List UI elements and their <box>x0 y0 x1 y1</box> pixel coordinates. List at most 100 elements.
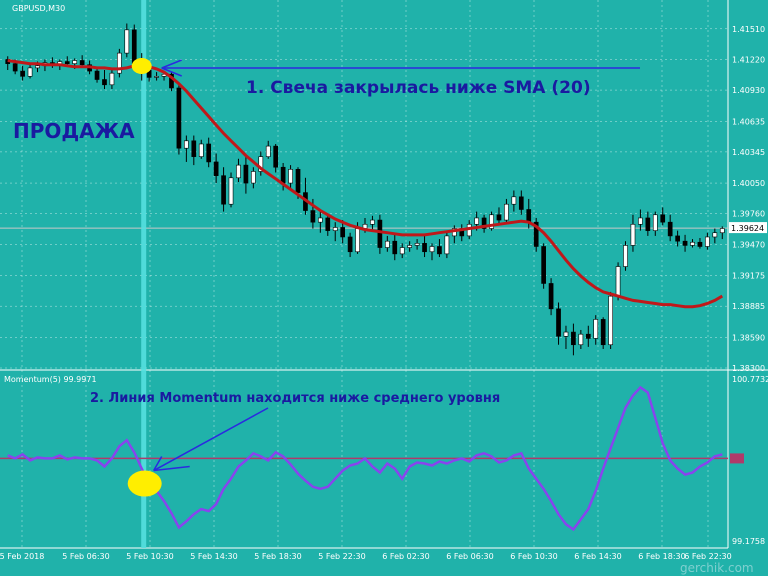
bullish-candle-body <box>623 245 628 267</box>
candle <box>556 302 561 345</box>
bearish-candle-body <box>667 221 673 237</box>
time-tick-label: 5 Feb 14:30 <box>190 552 237 561</box>
candle <box>117 48 122 78</box>
candle <box>518 190 524 215</box>
bearish-candle-body <box>682 240 688 246</box>
price-tick-label: 1.40635 <box>732 117 765 126</box>
candle <box>645 211 651 236</box>
candle <box>563 325 569 349</box>
candle <box>705 232 710 250</box>
bullish-candle-body <box>578 333 584 346</box>
symbol-label: GBPUSD,M30 <box>12 4 65 13</box>
bearish-candle-body <box>310 210 316 223</box>
current-price-box <box>729 222 767 234</box>
bullish-candle-body <box>117 52 122 74</box>
bearish-candle-body <box>273 145 279 168</box>
price-tick-label: 1.38590 <box>732 333 765 342</box>
bearish-candle-body <box>518 196 524 210</box>
bearish-candle-body <box>169 73 174 89</box>
candle <box>20 65 25 81</box>
bearish-candle-body <box>496 214 502 221</box>
time-tick-label: 6 Feb 02:30 <box>382 552 429 561</box>
bullish-candle-body <box>184 140 189 149</box>
bullish-candle-body <box>399 247 405 255</box>
arrow-2-head <box>153 456 163 471</box>
momentum-label: Momentum(5) 99.9971 <box>4 375 97 384</box>
momentum-tick-label: 100.7732 <box>732 375 768 384</box>
candle <box>176 84 182 155</box>
candle <box>198 139 204 159</box>
bearish-candle-body <box>94 70 100 80</box>
candle <box>511 190 517 212</box>
candle <box>243 156 249 194</box>
candle <box>392 234 398 261</box>
candle <box>504 198 509 223</box>
bullish-candle-body <box>608 295 613 346</box>
bullish-candle-body <box>705 236 710 247</box>
bullish-candle-body <box>489 214 494 229</box>
time-tick-label: 5 Feb 2018 <box>0 552 44 561</box>
candle <box>64 56 70 66</box>
bullish-candle-body <box>630 223 636 246</box>
bullish-candle-body <box>317 217 323 223</box>
candle <box>481 214 487 233</box>
time-tick-label: 6 Feb 14:30 <box>574 552 621 561</box>
candle <box>228 172 234 208</box>
candle <box>399 243 405 259</box>
bearish-candle-body <box>556 308 561 337</box>
candle <box>258 151 264 176</box>
bearish-candle-body <box>295 169 301 193</box>
time-tick-label: 6 Feb 06:30 <box>446 552 493 561</box>
bullish-candle-body <box>154 76 159 78</box>
price-tick-label: 1.39175 <box>732 272 765 281</box>
annotation-signal-2: 2. Линия Momentum находится ниже среднег… <box>90 391 500 406</box>
bullish-candle-body <box>72 60 78 64</box>
bearish-candle-body <box>280 166 286 184</box>
time-tick-label: 5 Feb 22:30 <box>318 552 365 561</box>
candle <box>541 243 546 289</box>
candle <box>102 70 107 90</box>
bearish-candle-body <box>176 87 182 149</box>
bearish-candle-body <box>20 70 25 77</box>
candle <box>377 214 383 254</box>
bearish-candle-body <box>206 143 212 163</box>
bearish-candle-body <box>12 63 18 72</box>
candle <box>384 235 390 252</box>
candle <box>370 215 375 231</box>
candle <box>600 317 606 349</box>
price-pane <box>0 0 728 548</box>
price-tick-label: 1.39760 <box>732 210 765 219</box>
candle <box>273 143 279 173</box>
watermark: gerchik.com <box>680 561 754 575</box>
candle <box>288 165 293 189</box>
bearish-candle-body <box>437 246 442 255</box>
bullish-candle-body <box>258 156 264 172</box>
candle <box>697 238 703 249</box>
bullish-candle-body <box>355 228 360 253</box>
bearish-candle-body <box>600 319 606 346</box>
bullish-candle-body <box>288 169 293 184</box>
candle <box>712 228 718 244</box>
bullish-candle-body <box>511 196 517 205</box>
bearish-candle-body <box>548 283 554 310</box>
momentum-line <box>7 385 723 532</box>
candle <box>206 137 212 168</box>
sma-20-line <box>7 59 724 309</box>
candle <box>593 315 599 345</box>
candle <box>422 235 427 258</box>
candle <box>496 207 502 226</box>
bullish-candle-body <box>474 217 479 225</box>
price-tick-label: 1.38300 <box>732 364 765 373</box>
bearish-candle-body <box>660 214 666 223</box>
candle <box>690 239 695 248</box>
bearish-candle-body <box>347 236 353 253</box>
candle <box>340 220 346 244</box>
candle <box>548 278 554 316</box>
bullish-candle-body <box>228 177 234 205</box>
bullish-candle-body <box>504 203 509 221</box>
bullish-candle-body <box>407 245 413 248</box>
annotation-signal-1: 1. Свеча закрылась ниже SMA (20) <box>246 78 591 98</box>
bearish-candle-body <box>221 175 226 205</box>
price-tick-label: 1.40345 <box>732 148 765 157</box>
